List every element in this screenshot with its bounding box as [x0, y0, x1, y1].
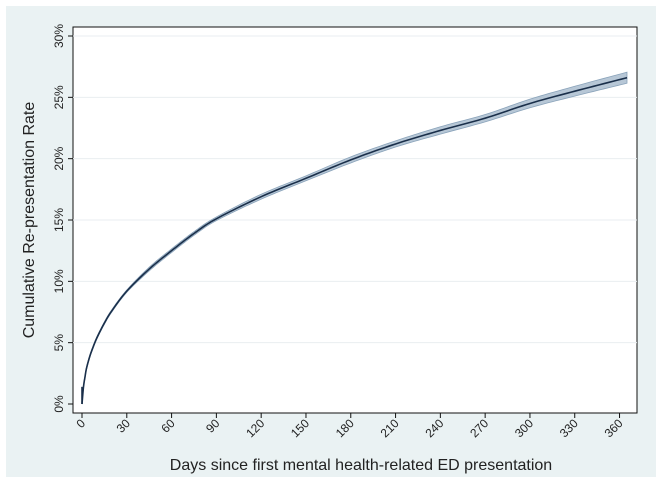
data-point — [439, 129, 441, 131]
x-tick-label: 360 — [602, 416, 626, 440]
x-tick-label: 30 — [114, 416, 134, 436]
data-point — [484, 117, 486, 119]
series-line-group — [81, 76, 628, 405]
data-point — [170, 249, 172, 251]
y-axis-label: Cumulative Re-presentation Rate — [21, 102, 38, 339]
x-tick-label: 150 — [288, 416, 312, 440]
data-point — [193, 232, 195, 234]
x-tick-label: 330 — [557, 416, 581, 440]
data-point — [81, 403, 83, 405]
data-point — [574, 90, 576, 92]
data-point — [529, 102, 531, 104]
data-point — [85, 367, 87, 369]
y-tick-label: 30% — [52, 24, 66, 48]
data-point — [103, 322, 105, 324]
data-point — [260, 195, 262, 197]
x-tick-label: 270 — [467, 416, 491, 440]
data-point — [305, 177, 307, 179]
x-tick-label: 180 — [333, 416, 357, 440]
x-tick-label: 0 — [73, 416, 88, 431]
data-point — [96, 337, 98, 339]
x-tick-label: 210 — [378, 416, 402, 440]
y-tick-label: 25% — [52, 85, 66, 109]
x-axis-label: Days since first mental health-related E… — [170, 457, 552, 474]
data-point — [215, 218, 217, 220]
data-point — [148, 268, 150, 270]
y-tick-label: 20% — [52, 146, 66, 170]
y-tick-label: 0% — [52, 395, 66, 413]
y-tick-label: 5% — [52, 334, 66, 352]
data-point — [88, 356, 90, 358]
data-point — [350, 159, 352, 161]
grid-lines — [73, 35, 637, 344]
data-point — [84, 376, 86, 378]
x-tick-label: 240 — [422, 416, 446, 440]
data-point — [626, 77, 628, 79]
data-point — [111, 310, 113, 312]
x-tick-label: 120 — [243, 416, 267, 440]
x-tick-label: 90 — [203, 416, 223, 436]
data-point — [126, 290, 128, 292]
series-line — [81, 76, 628, 405]
data-point — [394, 143, 396, 145]
data-point — [91, 348, 93, 350]
y-tick-label: 15% — [52, 208, 66, 232]
x-tick-label: 60 — [158, 416, 178, 436]
x-tick-label: 300 — [512, 416, 536, 440]
y-tick-label: 10% — [52, 269, 66, 293]
data-point — [82, 386, 84, 388]
